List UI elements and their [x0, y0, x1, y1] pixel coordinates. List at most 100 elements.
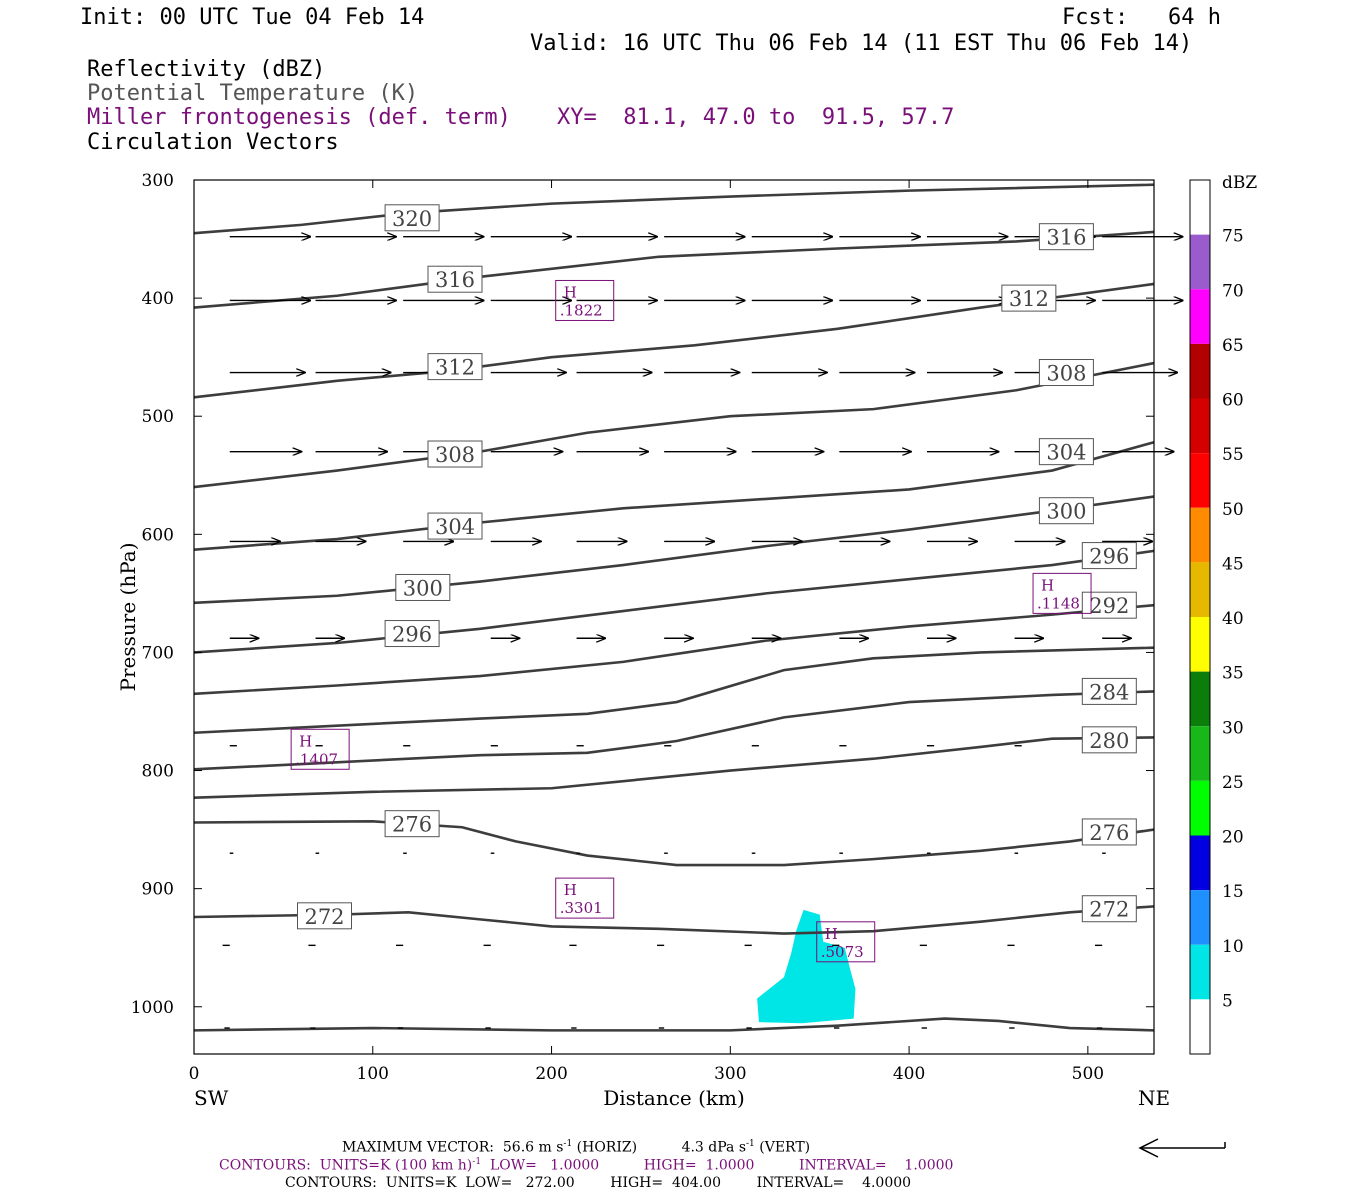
reflectivity-area — [757, 909, 856, 1024]
theta-label-box-308 — [1038, 359, 1094, 387]
theta-label-box-296 — [384, 620, 440, 648]
fronto-contour-info: CONTOURS: UNITS=K (100 km h)-1 LOW= 1.00… — [219, 1157, 954, 1174]
x-tick-label: 400 — [893, 1064, 925, 1084]
theta-contour-296 — [193, 549, 1155, 654]
y-tick-label: 600 — [142, 525, 174, 545]
fronto-max-box — [555, 279, 615, 321]
x-tick-label: 100 — [357, 1064, 389, 1084]
y-tick-label: 700 — [142, 643, 174, 663]
theta-contour-280 — [193, 736, 1155, 800]
theta-label-box-272 — [297, 902, 353, 930]
colorbar-title: dBZ — [1222, 173, 1257, 193]
theta-label-box-300 — [395, 573, 451, 601]
fronto-max-box — [816, 921, 876, 963]
theta-contour-316 — [193, 230, 1155, 309]
colorbar-label: 70 — [1222, 281, 1244, 301]
colorbar-swatch — [1190, 999, 1210, 1054]
theta-label-box-320 — [384, 204, 440, 232]
theta-label-box-280 — [1081, 726, 1137, 754]
colorbar-label: 60 — [1222, 391, 1244, 411]
colorbar-swatch — [1190, 289, 1210, 344]
x-tick-label: 500 — [1072, 1064, 1104, 1084]
y-tick-label: 300 — [142, 171, 174, 191]
theta-label-box-312 — [427, 353, 483, 381]
theta-label-292: 292 — [1089, 594, 1129, 618]
theta-label-276: 276 — [392, 813, 432, 837]
theta-label-box-312 — [1001, 284, 1057, 312]
colorbar-label: 50 — [1222, 500, 1244, 520]
colorbar-swatch — [1190, 507, 1210, 563]
colorbar-swatch — [1190, 780, 1210, 836]
colorbar-swatch — [1190, 890, 1210, 945]
legend-circulation-vectors: Circulation Vectors — [87, 130, 339, 155]
y-tick-label: 800 — [142, 762, 174, 782]
colorbar-label: 10 — [1222, 937, 1244, 957]
theta-label-box-272 — [1081, 895, 1137, 923]
theta-contour-304 — [193, 440, 1155, 551]
colorbar-swatch — [1190, 562, 1210, 617]
y-tick-label: 900 — [142, 880, 174, 900]
colorbar-swatch — [1190, 343, 1210, 399]
colorbar-label: 5 — [1222, 991, 1233, 1011]
theta-label-304: 304 — [1046, 441, 1086, 465]
theta-contour-312 — [193, 282, 1155, 399]
theta-contour-info: CONTOURS: UNITS=K LOW= 272.00 HIGH= 404.… — [285, 1175, 912, 1191]
fronto-max-h: H — [564, 881, 577, 899]
colorbar-frame — [1189, 179, 1211, 1055]
theta-contour-276 — [193, 820, 1155, 867]
theta-label-308: 308 — [435, 443, 475, 467]
theta-label-box-276 — [1081, 818, 1137, 846]
theta-label-280: 280 — [1089, 729, 1129, 753]
fronto-max-value: .5073 — [821, 943, 864, 961]
theta-contour-288 — [193, 646, 1155, 735]
fronto-max-box — [290, 728, 350, 770]
colorbar-swatch — [1190, 234, 1210, 290]
endpoint-sw: SW — [194, 1086, 229, 1110]
colorbar-label: 45 — [1222, 554, 1244, 574]
colorbar-swatch — [1190, 617, 1210, 672]
y-tick-label: 500 — [142, 407, 174, 427]
colorbar-swatch — [1190, 726, 1210, 781]
theta-contour-272 — [193, 905, 1155, 935]
fronto-max-h: H — [1041, 576, 1054, 594]
theta-label-316: 316 — [1046, 226, 1086, 250]
theta-label-284: 284 — [1089, 680, 1129, 704]
theta-label-box-316 — [427, 265, 483, 293]
theta-contour-292 — [193, 603, 1155, 696]
reference-vector-arrow — [1138, 1138, 1226, 1158]
y-axis-label: Pressure (hPa) — [116, 543, 140, 692]
theta-label-box-300 — [1038, 497, 1094, 525]
fronto-max-h: H — [299, 732, 312, 750]
fronto-max-value: .1822 — [560, 301, 603, 319]
y-tick-label: 400 — [142, 289, 174, 309]
endpoint-ne: NE — [1138, 1086, 1170, 1110]
fronto-max-h: H — [825, 925, 838, 943]
theta-label-box-308 — [427, 440, 483, 468]
max-vector-info: MAXIMUM VECTOR: 56.6 m s-1 (HORIZ) 4.3 d… — [342, 1139, 811, 1156]
plot-frame — [193, 179, 1155, 1055]
fronto-max-value: .1148 — [1037, 594, 1080, 612]
y-tick-label: 1000 — [131, 998, 174, 1018]
theta-label-box-316 — [1038, 223, 1094, 251]
theta-label-308: 308 — [1046, 362, 1086, 386]
theta-label-box-304 — [427, 512, 483, 540]
colorbar-swatch — [1190, 453, 1210, 508]
theta-contour-268 — [193, 1017, 1155, 1032]
colorbar-label: 55 — [1222, 445, 1244, 465]
colorbar-label: 35 — [1222, 664, 1244, 684]
cross-section-endpoints: XY= 81.1, 47.0 to 91.5, 57.7 — [557, 105, 955, 130]
x-tick-label: 300 — [714, 1064, 746, 1084]
legend-reflectivity: Reflectivity (dBZ) — [87, 57, 326, 82]
theta-label-304: 304 — [435, 515, 475, 539]
forecast-hour: Fcst: 64 h — [1062, 5, 1221, 30]
colorbar-label: 40 — [1222, 609, 1244, 629]
theta-label-box-296 — [1081, 542, 1137, 570]
theta-label-272: 272 — [1089, 898, 1129, 922]
theta-label-300: 300 — [1046, 500, 1086, 524]
theta-label-276: 276 — [1089, 821, 1129, 845]
theta-label-296: 296 — [392, 623, 432, 647]
valid-time: Valid: 16 UTC Thu 06 Feb 14 (11 EST Thu … — [530, 31, 1193, 56]
colorbar-swatch — [1190, 398, 1210, 454]
colorbar-label: 25 — [1222, 773, 1244, 793]
